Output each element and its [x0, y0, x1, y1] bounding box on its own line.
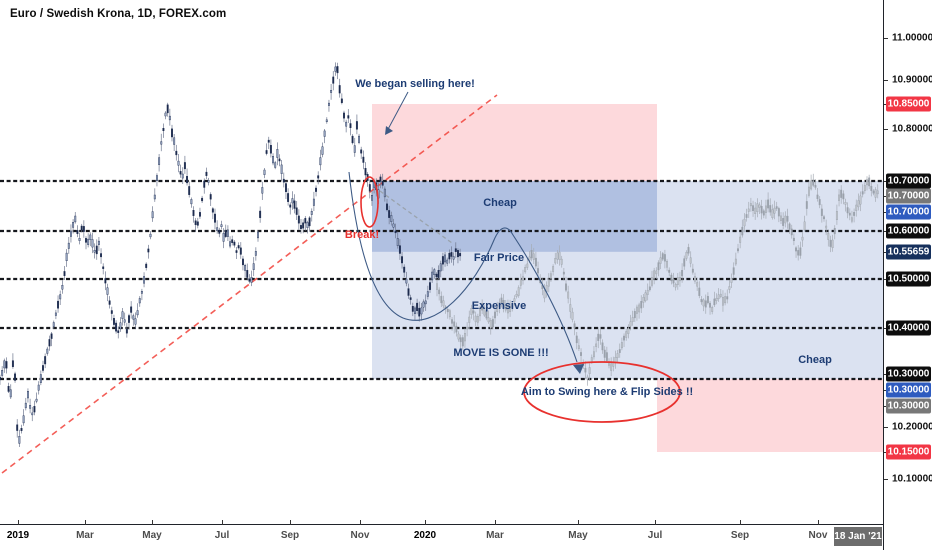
annotation-cheap-right: Cheap [798, 354, 832, 366]
time-tick [425, 520, 426, 525]
price-zone-4 [657, 379, 883, 452]
gray-dashed-segment [379, 190, 453, 244]
time-tick [222, 520, 223, 525]
price-badge-black: 10.40000 [886, 320, 931, 336]
price-badge-blue: 10.30000 [886, 382, 931, 398]
time-label: Sep [280, 530, 300, 541]
break-circle [360, 176, 379, 228]
time-label: 2020 [413, 530, 437, 541]
annotation-move-is-gone: MOVE IS GONE !!! [453, 347, 549, 359]
annotation-fair-price: Fair Price [473, 252, 525, 264]
time-label: Jul [647, 530, 663, 541]
sell-annotation-arrow [385, 91, 409, 134]
price-label: 11.00000 [892, 32, 932, 44]
time-label: Nov [350, 530, 370, 541]
price-tick [884, 427, 888, 428]
time-tick [360, 520, 361, 525]
time-tick [578, 520, 579, 525]
time-axis[interactable]: 18 Jan '21 2019 Mar May Jul Sep Nov 2020 Mar May… [0, 520, 932, 550]
sell-annotation-arrowhead-icon [385, 126, 393, 135]
time-label: Jul [214, 530, 230, 541]
time-label: Sep [730, 530, 750, 541]
price-zone-0 [372, 104, 657, 181]
price-badge-black: 10.70000 [886, 173, 931, 189]
time-tick [85, 520, 86, 525]
candlestick-chart-canvas[interactable] [0, 0, 883, 524]
time-tick [495, 520, 496, 525]
current-bar-date-badge: 18 Jan '21 [834, 527, 882, 546]
price-badge-red: 10.85000 [886, 96, 931, 112]
price-tick [884, 38, 888, 39]
time-label: May [568, 530, 588, 541]
price-badge-gray: 10.70000 [886, 188, 931, 204]
price-badge-gray: 10.30000 [886, 398, 931, 414]
time-tick [18, 520, 19, 525]
annotation-cheap-top: Cheap [483, 197, 517, 209]
price-zone-1 [372, 181, 657, 252]
price-tick [884, 80, 888, 81]
time-tick [152, 520, 153, 525]
time-tick [655, 520, 656, 525]
price-badge-black: 10.30000 [886, 366, 931, 382]
price-badge-black: 10.50000 [886, 271, 931, 287]
annotation-break: Break! [344, 229, 380, 241]
annotation-expensive: Expensive [471, 300, 527, 312]
price-label: 10.20000 [892, 421, 932, 433]
price-label: 10.90000 [892, 74, 932, 86]
price-label: 10.10000 [892, 473, 932, 485]
annotation-we-began-selling: We began selling here! [355, 78, 475, 90]
red-trendline [1, 94, 498, 474]
time-label: Nov [808, 530, 828, 541]
candles-past-navy [0, 62, 462, 447]
flow-curve [348, 171, 578, 363]
swing-target-ellipse [523, 361, 681, 423]
time-label: May [142, 530, 162, 541]
time-tick [290, 520, 291, 525]
time-tick [818, 520, 819, 525]
price-label: 10.80000 [892, 123, 932, 135]
price-badge-blue: 10.70000 [886, 204, 931, 220]
time-label: 2019 [6, 530, 30, 541]
price-badge-black: 10.60000 [886, 223, 931, 239]
price-tick [884, 479, 888, 480]
price-tick [884, 129, 888, 130]
time-label: Mar [486, 530, 504, 541]
flow-curve-arrowhead-icon [573, 364, 584, 374]
price-badge-red: 10.15000 [886, 444, 931, 460]
price-axis[interactable]: 11.00000 10.90000 10.85000 10.80000 10.70000… [883, 0, 932, 550]
time-tick [740, 520, 741, 525]
chart-plot-area[interactable]: Euro / Swedish Krona, 1D, FOREX.com We b… [0, 0, 883, 524]
annotation-aim-to-swing: Aim to Swing here & Flip Sides !! [520, 386, 694, 398]
price-badge-navy: 10.55659 [886, 244, 931, 260]
symbol-title[interactable]: Euro / Swedish Krona, 1D, FOREX.com [10, 8, 227, 20]
time-label: Mar [76, 530, 94, 541]
